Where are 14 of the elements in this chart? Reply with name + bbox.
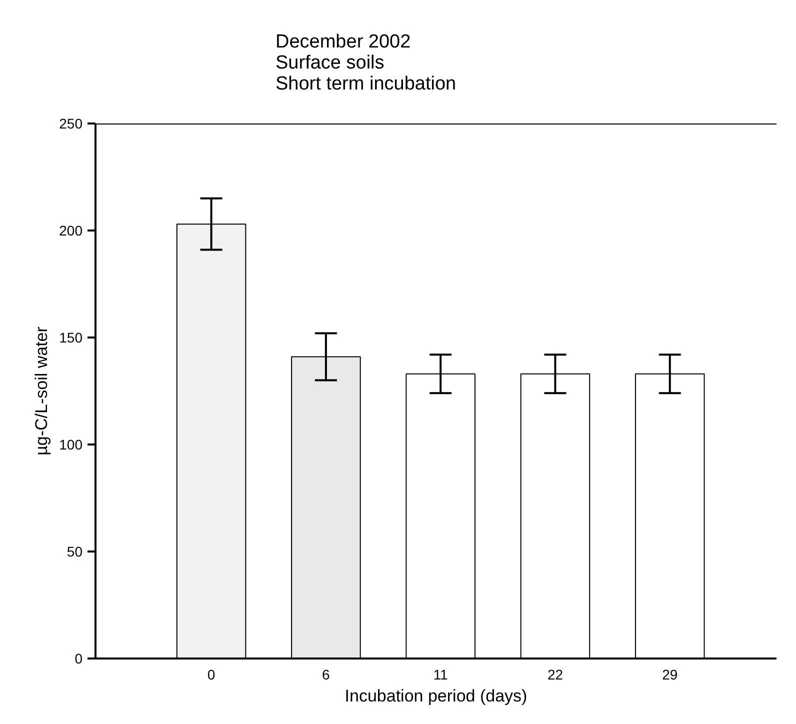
y-tick-label: 250	[59, 116, 83, 132]
y-axis-title: µg-C/L-soil water	[32, 326, 52, 456]
x-tick-label: 29	[662, 666, 678, 682]
x-tick-label: 11	[433, 666, 448, 682]
y-tick-label: 0	[74, 650, 83, 666]
y-tick-label: 200	[59, 222, 83, 238]
x-tick-label: 22	[547, 666, 564, 682]
x-tick-label: 6	[322, 666, 330, 682]
x-axis-title: Incubation period (days)	[344, 686, 528, 706]
y-tick-label: 150	[59, 330, 83, 346]
chart-title: December 2002 Surface soils Short term incubation	[276, 32, 456, 94]
y-tick-label: 50	[66, 544, 83, 560]
y-tick-label: 100	[59, 436, 83, 452]
x-tick-label: 0	[207, 666, 216, 682]
